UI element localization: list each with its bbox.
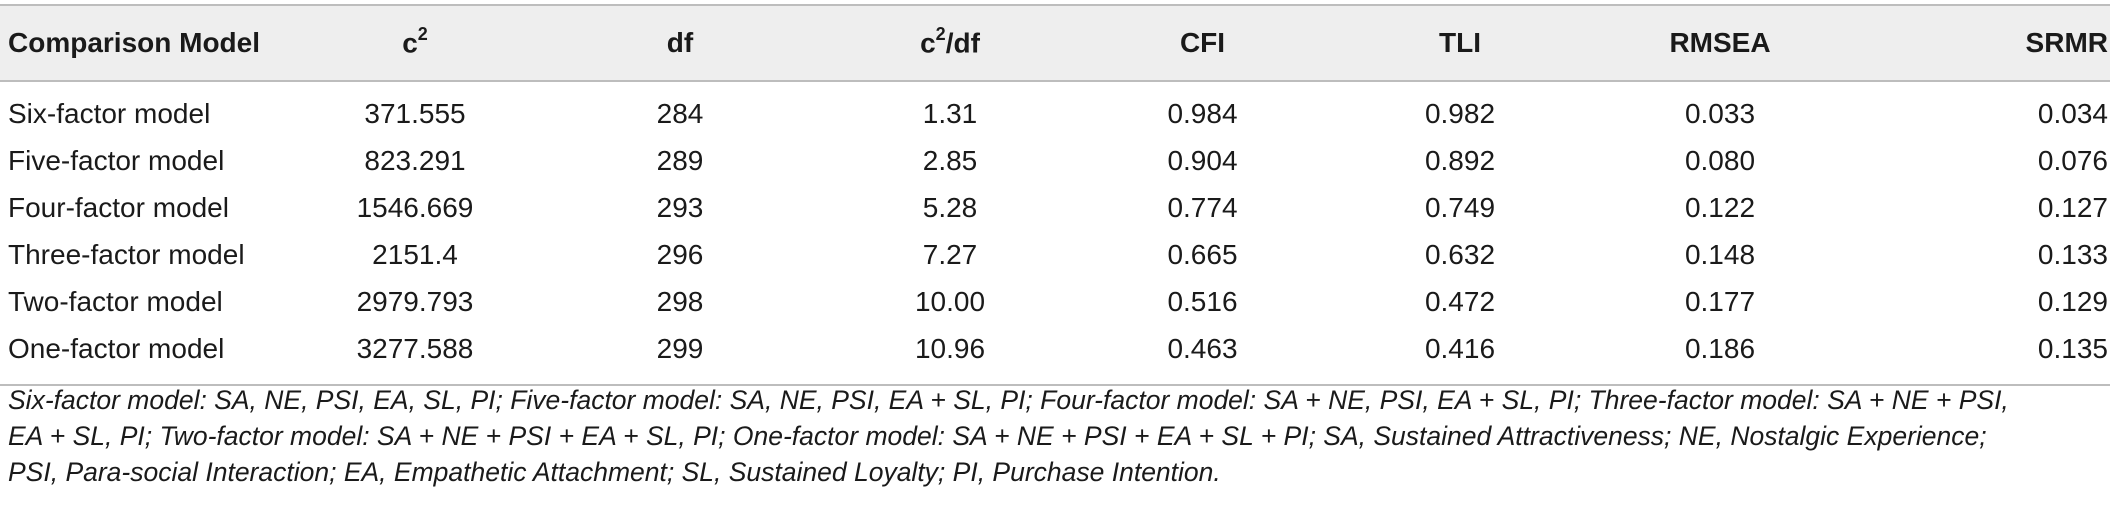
header-ratio-base: c <box>920 27 936 59</box>
cell-tli: 0.416 <box>1335 325 1585 386</box>
cell-chi2: 1546.669 <box>356 191 474 223</box>
cell-df: 289 <box>656 144 704 176</box>
cell-tli: 0.892 <box>1424 144 1496 176</box>
cell-model: Six-factor model <box>8 97 211 129</box>
cell-srmr: 0.135 <box>1855 325 2110 386</box>
cell-model: Five-factor model <box>8 144 225 176</box>
cell-rmsea: 0.148 <box>1684 238 1756 270</box>
cell-ratio: 1.31 <box>922 97 978 129</box>
table-row: Six-factor model 371.555 284 1.31 0.984 … <box>0 81 2110 137</box>
cell-model: Two-factor model <box>8 285 223 317</box>
cell-rmsea: 0.033 <box>1684 97 1756 129</box>
cell-df: 298 <box>656 285 704 317</box>
header-cfi: CFI <box>1070 4 1335 82</box>
cell-srmr: 0.034 <box>2037 97 2108 129</box>
table-row: Three-factor model 2151.4 296 7.27 0.665… <box>0 231 2110 278</box>
footnote-line: PSI, Para-social Interaction; EA, Empath… <box>8 457 1221 487</box>
header-rmsea: RMSEA <box>1585 4 1855 82</box>
cell-model: Four-factor model <box>8 191 229 223</box>
cell-df: 296 <box>656 238 704 270</box>
model-comparison-table: Comparison Model c2 df c2/df CFI TLI RMS… <box>0 4 2110 386</box>
header-chi-square: c2 <box>300 4 530 82</box>
header-chi-square-base: c <box>402 27 418 59</box>
cell-rmsea: 0.080 <box>1684 144 1756 176</box>
header-ratio-tail: /df <box>945 27 980 59</box>
cell-tli: 0.632 <box>1424 238 1496 270</box>
cell-cfi: 0.904 <box>1167 144 1238 176</box>
header-ratio-sup: 2 <box>935 24 946 45</box>
header-chi-square-sup: 2 <box>417 24 428 45</box>
cell-chi2: 371.555 <box>364 97 466 129</box>
cell-cfi: 0.984 <box>1167 97 1238 129</box>
cell-tli: 0.982 <box>1424 97 1496 129</box>
cell-ratio: 2.85 <box>922 144 978 176</box>
cell-srmr: 0.127 <box>2037 191 2108 223</box>
table-header-row: Comparison Model c2 df c2/df CFI TLI RMS… <box>0 4 2110 82</box>
header-chi-square-ratio: c2/df <box>830 4 1070 82</box>
table-row: One-factor model 3277.588 299 10.96 0.46… <box>0 325 2110 386</box>
cell-ratio: 5.28 <box>922 191 978 223</box>
cell-srmr: 0.133 <box>2037 238 2108 270</box>
cell-cfi: 0.516 <box>1167 285 1238 317</box>
cell-chi2: 2151.4 <box>372 238 458 270</box>
cell-df: 293 <box>656 191 704 223</box>
cell-srmr: 0.129 <box>2037 285 2108 317</box>
cell-srmr: 0.076 <box>2037 144 2108 176</box>
cell-model: Three-factor model <box>8 238 245 270</box>
header-srmr: SRMR <box>1855 4 2110 82</box>
header-df: df <box>530 4 830 82</box>
footnote-line: Six-factor model: SA, NE, PSI, EA, SL, P… <box>8 385 2009 415</box>
cell-tli: 0.749 <box>1424 191 1496 223</box>
cell-ratio: 10.00 <box>914 285 986 317</box>
table-row: Two-factor model 2979.793 298 10.00 0.51… <box>0 278 2110 325</box>
footnote-line: EA + SL, PI; Two-factor model: SA + NE +… <box>8 421 1987 451</box>
cell-cfi: 0.774 <box>1167 191 1238 223</box>
cell-ratio: 7.27 <box>922 238 978 270</box>
cell-model: One-factor model <box>0 325 300 386</box>
cell-chi2: 2979.793 <box>356 285 474 317</box>
cell-chi2: 3277.588 <box>300 325 530 386</box>
cell-rmsea: 0.186 <box>1585 325 1855 386</box>
table-row: Five-factor model 823.291 289 2.85 0.904… <box>0 137 2110 184</box>
cell-rmsea: 0.122 <box>1684 191 1756 223</box>
cell-chi2: 823.291 <box>364 144 466 176</box>
cell-cfi: 0.463 <box>1070 325 1335 386</box>
cell-df: 284 <box>656 97 704 129</box>
cell-df: 299 <box>530 325 830 386</box>
header-tli: TLI <box>1335 4 1585 82</box>
table-footnote: Six-factor model: SA, NE, PSI, EA, SL, P… <box>8 382 2110 490</box>
cell-rmsea: 0.177 <box>1684 285 1756 317</box>
cell-ratio: 10.96 <box>830 325 1070 386</box>
cell-tli: 0.472 <box>1424 285 1496 317</box>
cell-cfi: 0.665 <box>1167 238 1238 270</box>
table-row: Four-factor model 1546.669 293 5.28 0.77… <box>0 184 2110 231</box>
header-comparison-model: Comparison Model <box>0 4 300 82</box>
